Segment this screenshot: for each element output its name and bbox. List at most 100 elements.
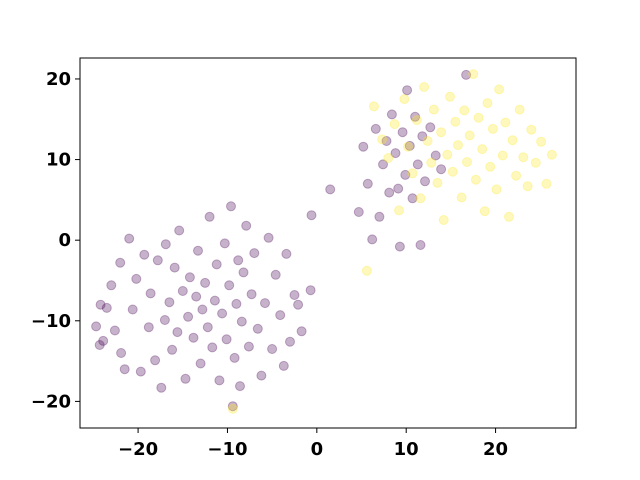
data-point bbox=[246, 289, 257, 300]
data-point bbox=[285, 336, 295, 347]
x-tick-label: −20 bbox=[118, 439, 158, 460]
data-point bbox=[546, 149, 557, 160]
data-point bbox=[235, 381, 245, 392]
data-point bbox=[415, 193, 426, 204]
data-point bbox=[200, 277, 211, 288]
data-point bbox=[504, 211, 514, 222]
data-point bbox=[407, 193, 418, 204]
data-point bbox=[425, 122, 436, 133]
data-point bbox=[412, 159, 423, 170]
data-point bbox=[184, 272, 195, 283]
data-point bbox=[180, 373, 191, 384]
data-point bbox=[238, 267, 249, 278]
y-tick-label: −10 bbox=[31, 311, 71, 332]
data-point bbox=[249, 248, 260, 259]
data-point bbox=[407, 168, 418, 179]
data-point bbox=[442, 149, 453, 160]
data-point bbox=[381, 136, 392, 146]
data-point bbox=[91, 321, 102, 332]
data-point bbox=[383, 153, 394, 163]
data-point bbox=[394, 241, 405, 252]
x-tick-label: −10 bbox=[207, 439, 247, 460]
data-point bbox=[252, 323, 263, 334]
data-point bbox=[183, 311, 194, 322]
data-point bbox=[191, 291, 202, 302]
data-point bbox=[101, 302, 112, 313]
data-point bbox=[115, 257, 126, 268]
data-point bbox=[526, 124, 537, 135]
data-point bbox=[169, 262, 180, 273]
x-tick-label: 20 bbox=[483, 439, 508, 460]
data-point bbox=[224, 280, 235, 291]
data-point bbox=[494, 84, 505, 95]
data-point bbox=[411, 115, 422, 126]
data-point bbox=[221, 334, 232, 345]
data-point bbox=[491, 184, 502, 195]
x-tick-label: 10 bbox=[394, 439, 419, 460]
data-point bbox=[438, 215, 449, 225]
data-point bbox=[193, 245, 203, 256]
data-point bbox=[211, 259, 222, 270]
data-point bbox=[432, 177, 443, 188]
data-point bbox=[278, 360, 289, 371]
data-point bbox=[536, 136, 547, 147]
data-point bbox=[127, 304, 138, 315]
data-point bbox=[470, 174, 481, 185]
data-point bbox=[306, 210, 317, 221]
data-point bbox=[214, 375, 225, 386]
data-point bbox=[417, 131, 428, 142]
y-tick-label: −20 bbox=[31, 391, 71, 412]
data-point bbox=[422, 136, 433, 146]
data-point bbox=[209, 295, 220, 306]
data-point bbox=[188, 332, 199, 343]
data-point bbox=[293, 299, 304, 310]
data-point bbox=[410, 111, 421, 122]
data-point bbox=[177, 286, 188, 296]
data-point bbox=[464, 130, 475, 141]
data-point bbox=[95, 299, 106, 310]
data-point bbox=[400, 169, 411, 180]
data-point bbox=[164, 297, 175, 308]
data-point bbox=[367, 234, 378, 245]
data-point bbox=[473, 112, 484, 123]
data-point bbox=[243, 341, 254, 352]
data-point bbox=[541, 178, 552, 189]
data-point bbox=[415, 240, 426, 250]
data-point bbox=[145, 288, 156, 299]
data-point bbox=[159, 315, 170, 325]
data-point bbox=[231, 298, 242, 309]
data-point bbox=[197, 304, 208, 315]
data-point bbox=[436, 164, 447, 175]
data-point bbox=[267, 344, 278, 354]
data-point bbox=[378, 159, 388, 170]
data-point bbox=[256, 370, 267, 381]
data-point bbox=[219, 238, 230, 249]
data-point bbox=[202, 322, 213, 333]
data-point bbox=[397, 127, 408, 138]
plot-area-background bbox=[80, 58, 576, 428]
data-point bbox=[275, 310, 286, 321]
data-point bbox=[482, 98, 493, 109]
plot-area-frame bbox=[79, 57, 577, 429]
data-point bbox=[522, 181, 533, 192]
data-point bbox=[150, 355, 161, 366]
data-point bbox=[497, 150, 508, 161]
data-point bbox=[450, 116, 461, 127]
data-point bbox=[270, 269, 281, 280]
data-point bbox=[94, 340, 105, 350]
data-point bbox=[233, 255, 244, 266]
data-point bbox=[386, 109, 397, 120]
data-point bbox=[361, 265, 372, 276]
data-point bbox=[514, 104, 525, 115]
data-point bbox=[518, 152, 529, 163]
data-point bbox=[358, 141, 369, 152]
data-point bbox=[461, 69, 472, 80]
data-point bbox=[403, 141, 413, 152]
data-point bbox=[485, 161, 496, 172]
data-point bbox=[281, 248, 292, 259]
data-point bbox=[167, 344, 178, 355]
data-point bbox=[236, 316, 247, 327]
data-point bbox=[530, 157, 541, 168]
y-tick-label: 20 bbox=[46, 69, 71, 90]
data-point bbox=[500, 117, 511, 128]
